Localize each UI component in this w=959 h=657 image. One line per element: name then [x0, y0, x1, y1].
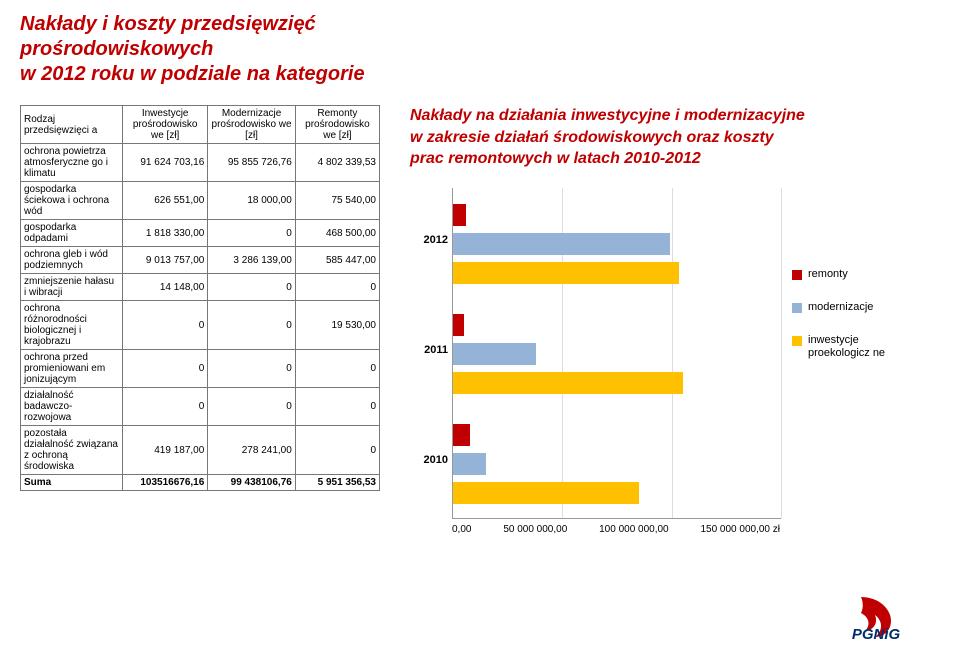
row-label: ochrona powietrza atmosferyczne go i kli…	[21, 144, 123, 182]
table-cell: 419 187,00	[123, 426, 208, 475]
table-cell: 626 551,00	[123, 182, 208, 220]
table-cell: 468 500,00	[295, 220, 379, 247]
table-cell: 3 286 139,00	[208, 247, 296, 274]
table-head-rowlabel: Rodzaj przedsięwzięci a	[21, 106, 123, 144]
bar-remont	[453, 424, 470, 446]
table-cell: 0	[208, 220, 296, 247]
table-cell: 99 438106,76	[208, 475, 296, 491]
legend-item: inwestycje proekologicz ne	[792, 334, 908, 360]
table-cell: 0	[208, 350, 296, 388]
table-cell: 4 802 339,53	[295, 144, 379, 182]
table-cell: 1 818 330,00	[123, 220, 208, 247]
table-cell: 0	[123, 388, 208, 426]
legend-swatch	[792, 270, 802, 280]
svg-text:PGNiG: PGNiG	[852, 626, 901, 643]
row-label: Suma	[21, 475, 123, 491]
row-label: pozostała działalność związana z ochroną…	[21, 426, 123, 475]
legend-swatch	[792, 336, 802, 346]
table-sum-row: Suma103516676,1699 438106,765 951 356,53	[21, 475, 380, 491]
table-cell: 0	[123, 350, 208, 388]
legend-label: inwestycje proekologicz ne	[808, 334, 908, 360]
legend-label: remonty	[808, 268, 848, 281]
row-label: gospodarka ściekowa i ochrona wód	[21, 182, 123, 220]
row-label: gospodarka odpadami	[21, 220, 123, 247]
table-head-col: Modernizacje prośrodowisko we [zł]	[208, 106, 296, 144]
legend-label: modernizacje	[808, 301, 873, 314]
table-cell: 0	[208, 301, 296, 350]
bar-inwest	[453, 262, 679, 284]
table-cell: 0	[295, 274, 379, 301]
table-cell: 0	[295, 350, 379, 388]
table-row: pozostała działalność związana z ochroną…	[21, 426, 380, 475]
legend-item: modernizacje	[792, 301, 908, 314]
table-row: ochrona przed promieniowani em jonizując…	[21, 350, 380, 388]
table-row: gospodarka odpadami1 818 330,000468 500,…	[21, 220, 380, 247]
bar-modern	[453, 453, 486, 475]
legend-item: remonty	[792, 268, 908, 281]
bar-chart: 2012 2011 2010 0,00 50 000 000,00 100 000 00…	[410, 188, 780, 548]
bar-modern	[453, 343, 536, 365]
table-cell: 0	[295, 426, 379, 475]
chart-y-label: 2012	[410, 234, 448, 246]
bar-inwest	[453, 372, 683, 394]
chart-y-label: 2011	[410, 344, 448, 356]
bar-modern	[453, 233, 670, 255]
chart-x-label: 0,00	[452, 524, 471, 535]
table-cell: 19 530,00	[295, 301, 379, 350]
table-cell: 0	[295, 388, 379, 426]
row-label: działalność badawczo- rozwojowa	[21, 388, 123, 426]
table-cell: 0	[123, 301, 208, 350]
table-cell: 585 447,00	[295, 247, 379, 274]
table-head-col: Inwestycje prośrodowisko we [zł]	[123, 106, 208, 144]
environmental-table: Rodzaj przedsięwzięci a Inwestycje prośr…	[20, 105, 380, 491]
table-cell: 95 855 726,76	[208, 144, 296, 182]
table-cell: 18 000,00	[208, 182, 296, 220]
table-cell: 14 148,00	[123, 274, 208, 301]
table-cell: 75 540,00	[295, 182, 379, 220]
chart-x-label: 150 000 000,00 zł	[700, 524, 780, 535]
chart-y-label: 2010	[410, 454, 448, 466]
row-label: ochrona gleb i wód podziemnych	[21, 247, 123, 274]
table-row: działalność badawczo- rozwojowa000	[21, 388, 380, 426]
bar-inwest	[453, 482, 639, 504]
table-cell: 0	[208, 274, 296, 301]
table-row: ochrona różnorodności biologicznej i kra…	[21, 301, 380, 350]
legend-swatch	[792, 303, 802, 313]
table-row: ochrona gleb i wód podziemnych9 013 757,…	[21, 247, 380, 274]
table-cell: 91 624 703,16	[123, 144, 208, 182]
table-cell: 5 951 356,53	[295, 475, 379, 491]
pgnig-logo: PGNiG	[821, 595, 931, 643]
chart-legend: remonty modernizacje inwestycje proekologi…	[792, 268, 908, 381]
page-title: Nakłady i koszty przedsięwzięć prośrodow…	[20, 12, 939, 87]
row-label: zmniejszenie hałasu i wibracji	[21, 274, 123, 301]
row-label: ochrona różnorodności biologicznej i kra…	[21, 301, 123, 350]
table-cell: 103516676,16	[123, 475, 208, 491]
table-row: zmniejszenie hałasu i wibracji14 148,000…	[21, 274, 380, 301]
table-row: ochrona powietrza atmosferyczne go i kli…	[21, 144, 380, 182]
table-cell: 0	[208, 388, 296, 426]
chart-x-label: 50 000 000,00	[503, 524, 567, 535]
table-cell: 278 241,00	[208, 426, 296, 475]
bar-remont	[453, 204, 466, 226]
bar-remont	[453, 314, 464, 336]
chart-title: Nakłady na działania inwestycyjne i mode…	[410, 105, 939, 170]
table-row: gospodarka ściekowa i ochrona wód626 551…	[21, 182, 380, 220]
table-cell: 9 013 757,00	[123, 247, 208, 274]
chart-x-label: 100 000 000,00	[599, 524, 669, 535]
row-label: ochrona przed promieniowani em jonizując…	[21, 350, 123, 388]
table-head-col: Remonty prośrodowisko we [zł]	[295, 106, 379, 144]
